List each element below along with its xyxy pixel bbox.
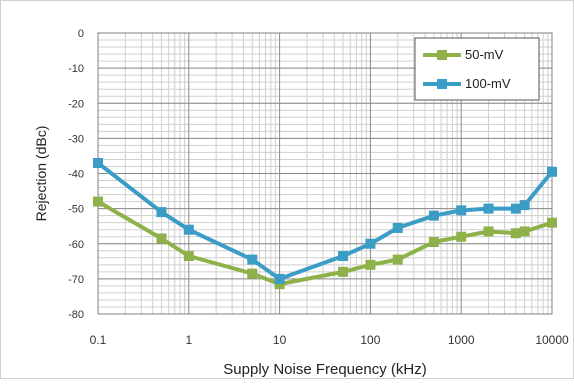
data-point [156, 207, 167, 218]
major-grid [97, 32, 553, 315]
data-point [392, 222, 403, 233]
series-layer [93, 157, 557, 290]
data-point [274, 279, 285, 290]
legend-label: 50-mV [465, 47, 504, 62]
y-tick-label: -50 [68, 204, 84, 216]
data-point [428, 210, 439, 221]
y-axis-label: Rejection (dBc) [33, 126, 49, 222]
series-1 [93, 196, 557, 290]
data-point [510, 228, 521, 239]
data-point [183, 251, 194, 262]
x-axis-ticks: 0.1 1 10 100 1000 10000 [90, 333, 569, 347]
data-point [338, 266, 349, 277]
y-tick-label: -20 [68, 98, 84, 110]
legend-swatch-marker [437, 79, 447, 89]
data-point [428, 236, 439, 247]
y-tick-label: -10 [68, 63, 84, 75]
data-point [365, 259, 376, 270]
data-point [247, 268, 258, 279]
data-point [392, 254, 403, 265]
data-point [183, 224, 194, 235]
data-point [365, 238, 376, 249]
y-tick-label: -30 [68, 133, 84, 145]
x-tick-label: 100 [360, 333, 380, 347]
data-point [93, 157, 103, 168]
legend-swatch-marker [437, 50, 447, 60]
data-point [483, 226, 494, 237]
data-point [338, 251, 349, 262]
y-tick-label: -40 [68, 169, 84, 181]
x-tick-label: 1000 [448, 333, 475, 347]
legend: 50-mV 100-mV [414, 37, 540, 101]
data-point [456, 231, 467, 242]
x-axis-label: Supply Noise Frequency (kHz) [223, 361, 426, 378]
x-tick-label: 10000 [535, 333, 569, 347]
x-tick-label: 0.1 [90, 333, 107, 347]
y-tick-label: -80 [68, 309, 84, 321]
series-2 [93, 157, 557, 284]
data-point [510, 203, 521, 214]
legend-box [414, 37, 540, 101]
x-tick-label: 10 [273, 333, 287, 347]
data-point [547, 166, 557, 177]
y-tick-label: -60 [68, 239, 84, 251]
y-tick-label: 0 [78, 28, 84, 40]
data-point [456, 205, 467, 216]
y-tick-label: -70 [68, 274, 84, 286]
data-point [519, 200, 530, 211]
data-point [156, 233, 167, 244]
data-point [483, 203, 494, 214]
data-point [247, 254, 258, 265]
y-axis-ticks: 0 -10 -20 -30 -40 -50 -60 -70 -80 [68, 28, 84, 321]
data-point [274, 273, 285, 284]
data-point [547, 217, 557, 228]
x-tick-label: 1 [185, 333, 192, 347]
data-point [93, 196, 103, 207]
legend-label: 100-mV [465, 76, 511, 91]
data-point [519, 226, 530, 237]
